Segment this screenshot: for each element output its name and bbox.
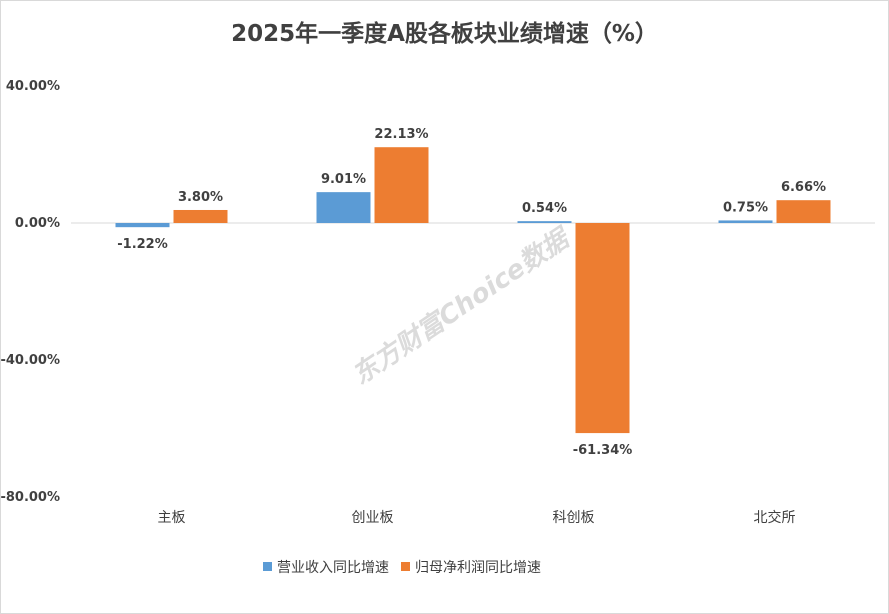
category-label: 创业板 [352, 510, 394, 526]
watermark: 东方财富Choice数据 [347, 222, 577, 391]
legend-swatch [401, 562, 410, 571]
legend-swatch [263, 562, 272, 571]
data-label: 0.54% [522, 201, 567, 216]
category-label: 北交所 [754, 509, 796, 526]
y-tick-label: -80.00% [0, 490, 60, 505]
category-label: 科创板 [553, 510, 595, 526]
data-label: 9.01% [321, 172, 366, 187]
bar [776, 200, 831, 223]
data-label: 22.13% [374, 127, 428, 142]
y-axis-ticks: 40.00% 0.00% -40.00% -80.00% [0, 79, 60, 505]
data-label: -61.34% [573, 443, 633, 458]
legend-label: 营业收入同比增速 [277, 560, 389, 576]
y-tick-label: 0.00% [15, 216, 60, 231]
category-labels: 主板 创业板 科创板 北交所 [158, 509, 796, 526]
category-label: 主板 [158, 510, 186, 526]
bar [517, 221, 572, 223]
legend-label: 归母净利润同比增速 [415, 559, 541, 576]
bar [575, 223, 630, 434]
data-label: 3.80% [178, 190, 223, 205]
y-tick-label: -40.00% [0, 353, 60, 368]
data-label: 6.66% [781, 180, 826, 195]
data-label: -1.22% [117, 237, 168, 252]
bar [115, 223, 170, 228]
legend: 营业收入同比增速 归母净利润同比增速 [263, 559, 541, 576]
bars [115, 147, 831, 434]
chart-title: 2025年一季度A股各板块业绩增速（%） [231, 21, 658, 47]
bar [316, 192, 371, 223]
bar [718, 220, 773, 223]
bar [173, 209, 228, 223]
data-label: 0.75% [723, 200, 768, 215]
bar [374, 147, 429, 223]
y-tick-label: 40.00% [6, 79, 60, 94]
data-labels: -1.22% 3.80% 9.01% 22.13% 0.54% -61.34% 0.75% 6… [117, 127, 826, 458]
